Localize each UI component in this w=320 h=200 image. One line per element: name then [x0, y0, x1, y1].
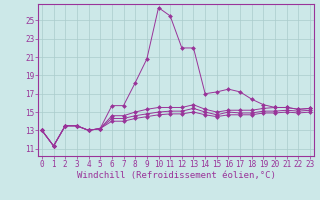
X-axis label: Windchill (Refroidissement éolien,°C): Windchill (Refroidissement éolien,°C) [76, 171, 276, 180]
